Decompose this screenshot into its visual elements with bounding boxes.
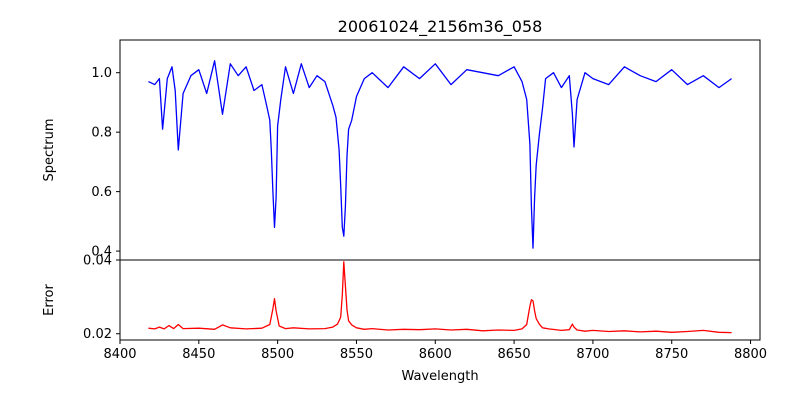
spectrum-axis-title: Spectrum <box>42 119 57 182</box>
x-axis-title: Wavelength <box>401 369 478 384</box>
error-y-tick-label: 0.04 <box>83 254 112 269</box>
x-tick-label: 8400 <box>103 347 136 362</box>
x-tick-label: 8450 <box>182 347 215 362</box>
error-panel: 0.02 0.04 8400 8450 8500 8550 8600 8650 8700 8750… <box>83 254 767 363</box>
spectrum-y-tick-label: 1.0 <box>91 66 112 81</box>
x-tick-label: 8550 <box>340 347 373 362</box>
spectrum-y-tick-label: 0.8 <box>91 126 112 141</box>
spectrum-series-line-0 <box>148 60 732 249</box>
spectrum-y-tick-label: 0.6 <box>91 185 112 200</box>
error-series-line-0 <box>148 261 732 334</box>
spectrum-y-tick-label: 0.4 <box>91 245 112 260</box>
error-y-tick-label: 0.02 <box>83 327 112 342</box>
error-axis-title: Error <box>42 284 57 316</box>
chart-title: 20061024_2156m36_058 <box>338 17 543 37</box>
x-tick-label: 8750 <box>655 347 688 362</box>
x-tick-label: 8700 <box>576 347 609 362</box>
error-axes-frame <box>119 259 761 341</box>
x-tick-label: 8600 <box>419 347 452 362</box>
x-tick-label: 8800 <box>734 347 767 362</box>
x-tick-label: 8650 <box>498 347 531 362</box>
x-tick-label: 8500 <box>261 347 294 362</box>
